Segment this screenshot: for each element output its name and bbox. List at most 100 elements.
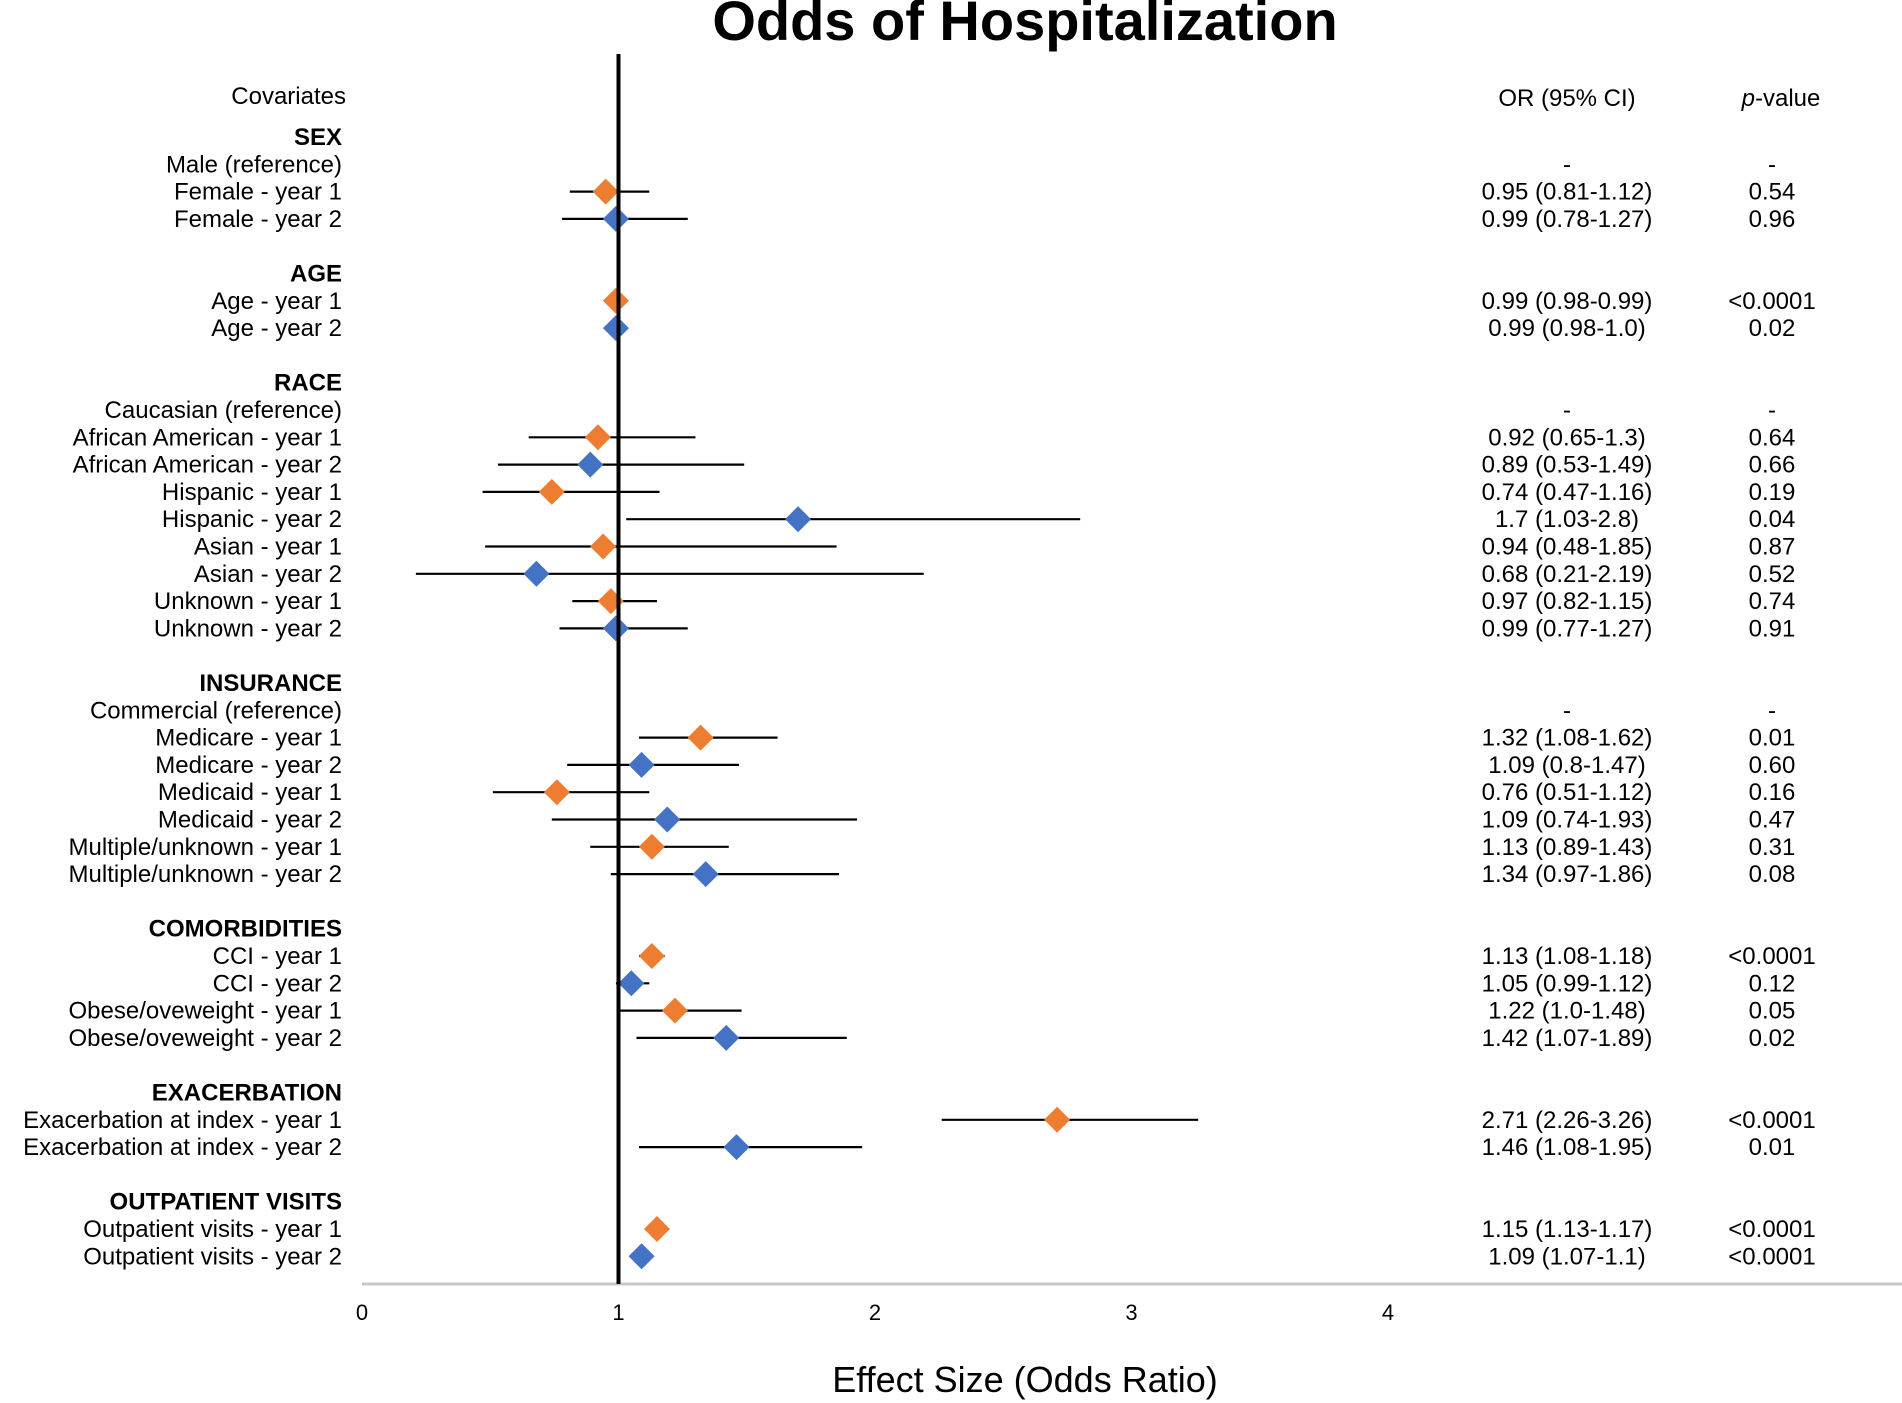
p-value: 0.01: [1749, 1134, 1796, 1161]
p-value: <0.0001: [1728, 1243, 1815, 1270]
or-ci-value: 1.42 (1.07-1.89): [1482, 1025, 1653, 1052]
or-ci-value: 0.74 (0.47-1.16): [1482, 479, 1653, 506]
or-point-marker: [687, 724, 714, 751]
or-point-marker: [785, 506, 812, 533]
covariate-label: Unknown - year 2: [154, 615, 342, 642]
or-ci-value: -: [1563, 697, 1571, 724]
p-value: 0.02: [1749, 315, 1796, 342]
p-value: 0.91: [1749, 615, 1796, 642]
or-ci-value: 1.32 (1.08-1.62): [1482, 725, 1653, 752]
or-point-marker: [538, 478, 565, 505]
covariate-label: Exacerbation at index - year 1: [23, 1107, 342, 1134]
covariate-label: Male (reference): [166, 151, 342, 178]
covariate-label: Exacerbation at index - year 2: [23, 1134, 342, 1161]
or-point-marker: [592, 178, 619, 205]
or-point-marker: [628, 751, 655, 778]
covariate-label: Medicare - year 1: [155, 725, 342, 752]
or-point-marker: [577, 451, 604, 478]
or-ci-value: 0.68 (0.21-2.19): [1482, 561, 1653, 588]
or-ci-value: 0.95 (0.81-1.12): [1482, 179, 1653, 206]
section-heading: COMORBIDITIES: [149, 916, 342, 943]
or-point-marker: [602, 205, 629, 232]
or-ci-value: 0.99 (0.98-0.99): [1482, 288, 1653, 315]
or-point-marker: [723, 1134, 750, 1161]
p-value: 0.16: [1749, 779, 1796, 806]
or-point-marker: [584, 424, 611, 451]
or-ci-value: 1.13 (1.08-1.18): [1482, 943, 1653, 970]
or-ci-value: -: [1563, 397, 1571, 424]
covariate-label: Commercial (reference): [90, 697, 342, 724]
section-heading: RACE: [274, 370, 342, 397]
p-value: 0.96: [1749, 206, 1796, 233]
covariate-label: Female - year 2: [174, 206, 342, 233]
p-value: 0.54: [1749, 179, 1796, 206]
section-heading: INSURANCE: [199, 670, 342, 697]
covariate-label: Asian - year 2: [194, 561, 342, 588]
or-ci-value: 1.09 (0.74-1.93): [1482, 807, 1653, 834]
or-ci-value: 1.09 (0.8-1.47): [1488, 752, 1645, 779]
or-ci-value: 1.09 (1.07-1.1): [1488, 1243, 1645, 1270]
covariate-label: Female - year 1: [174, 179, 342, 206]
or-point-marker: [638, 833, 665, 860]
x-axis-label: Effect Size (Odds Ratio): [832, 1359, 1218, 1400]
p-value: 0.08: [1749, 861, 1796, 888]
p-value: 0.01: [1749, 725, 1796, 752]
or-point-marker: [638, 943, 665, 969]
or-point-marker: [643, 1216, 670, 1242]
or-point-marker: [654, 806, 681, 833]
covariate-label: African American - year 2: [73, 452, 342, 479]
section-heading: EXACERBATION: [152, 1080, 342, 1107]
covariate-label: Hispanic - year 1: [162, 479, 342, 506]
or-point-marker: [628, 1243, 655, 1270]
or-ci-value: 0.92 (0.65-1.3): [1488, 424, 1645, 451]
or-ci-value: 0.99 (0.98-1.0): [1488, 315, 1645, 342]
or-point-marker: [602, 315, 629, 342]
p-value: 0.31: [1749, 834, 1796, 861]
p-value: 0.12: [1749, 970, 1796, 997]
covariate-label: Caucasian (reference): [105, 397, 342, 424]
covariate-label: Hispanic - year 2: [162, 506, 342, 533]
covariate-label: Multiple/unknown - year 2: [69, 861, 342, 888]
section-heading: SEX: [294, 124, 342, 151]
or-ci-value: -: [1563, 151, 1571, 178]
x-tick-label: 0: [356, 1300, 368, 1325]
or-ci-value: 1.46 (1.08-1.95): [1482, 1134, 1653, 1161]
p-value: 0.47: [1749, 807, 1796, 834]
p-value: 0.05: [1749, 998, 1796, 1025]
p-value: 0.87: [1749, 534, 1796, 561]
covariate-label: Age - year 1: [211, 288, 342, 315]
covariate-label: Multiple/unknown - year 1: [69, 834, 342, 861]
covariate-label: Obese/oveweight - year 2: [69, 1025, 342, 1052]
covariate-label: Asian - year 1: [194, 534, 342, 561]
covariate-label: Medicare - year 2: [155, 752, 342, 779]
chart-title: Odds of Hospitalization: [712, 0, 1337, 52]
or-point-marker: [602, 615, 629, 642]
or-point-marker: [523, 560, 550, 587]
x-axis: 0 1 2 3 4: [356, 1282, 1902, 1325]
x-tick-label: 4: [1382, 1300, 1394, 1325]
p-value: 0.04: [1749, 506, 1796, 533]
p-value: 0.64: [1749, 424, 1796, 451]
covariate-label: Obese/oveweight - year 1: [69, 998, 342, 1025]
section-heading: OUTPATIENT VISITS: [110, 1189, 342, 1216]
p-value: <0.0001: [1728, 1107, 1815, 1134]
covariate-label: CCI - year 1: [213, 943, 342, 970]
or-point-marker: [618, 970, 645, 997]
p-value: 0.74: [1749, 588, 1796, 615]
covariate-label: Unknown - year 1: [154, 588, 342, 615]
p-value: -: [1768, 151, 1776, 178]
or-ci-value: 1.22 (1.0-1.48): [1488, 998, 1645, 1025]
or-point-marker: [543, 779, 570, 806]
or-ci-value: 1.34 (0.97-1.86): [1482, 861, 1653, 888]
covariate-label: Outpatient visits - year 1: [83, 1216, 342, 1243]
or-point-marker: [602, 287, 629, 314]
section-heading: AGE: [290, 261, 342, 288]
p-value: 0.02: [1749, 1025, 1796, 1052]
or-ci-value: 1.13 (0.89-1.43): [1482, 834, 1653, 861]
or-ci-value: 1.7 (1.03-2.8): [1495, 506, 1639, 533]
or-ci-header: OR (95% CI): [1498, 85, 1635, 112]
covariate-label: Age - year 2: [211, 315, 342, 342]
p-value: 0.66: [1749, 452, 1796, 479]
